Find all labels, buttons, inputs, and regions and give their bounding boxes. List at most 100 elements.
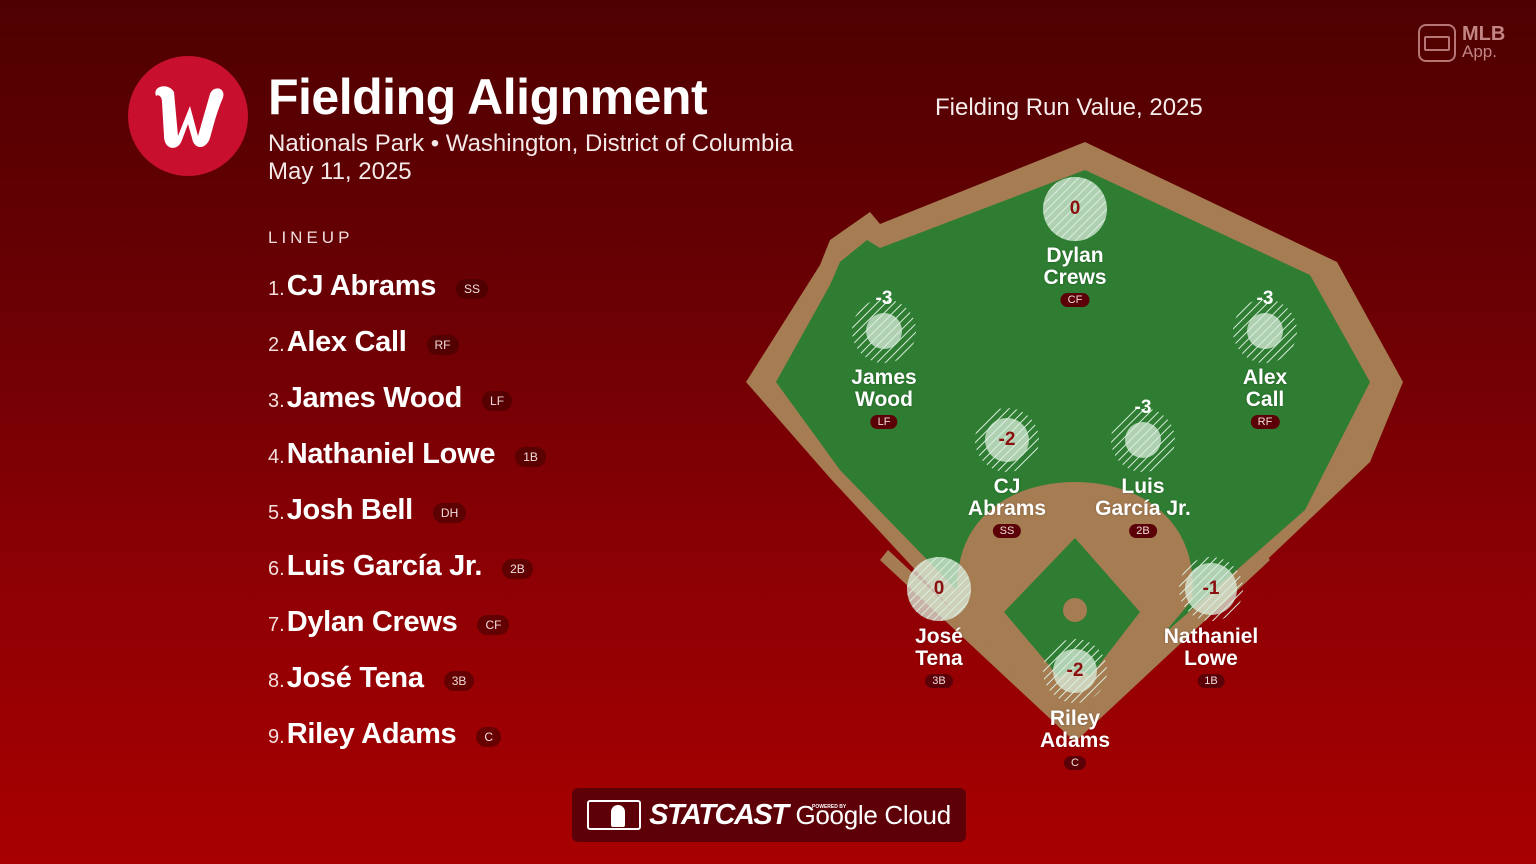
fielder-name-line1: James [851,366,917,389]
position-badge: 3B [443,671,475,691]
run-value-ss: -2 [998,429,1016,450]
lineup-item: 1. CJ Abrams SS [268,258,546,314]
player-name: Riley Adams [286,717,457,750]
lineup-item: 4. Nathaniel Lowe 1B [268,426,546,482]
run-value-3b: 0 [933,578,945,599]
lineup-item: 7. Dylan Crews CF [268,594,546,650]
lineup-item: 5. Josh Bell DH [268,482,546,538]
lineup-item: 3. James Wood LF [268,370,546,426]
fielder-2b: Luis García Jr. 2B [1095,476,1191,538]
fielder-position-tag: 3B [925,674,953,688]
batting-order: 1. [268,277,285,300]
game-info: Nationals Park • Washington, District of… [268,130,793,186]
run-value-c: -2 [1066,660,1084,681]
run-value-rf: -3 [1256,288,1274,309]
fielder-name-line1: José [915,625,963,648]
range-core-2b [1125,422,1161,458]
badge-line2: App. [1462,42,1497,61]
lineup-item: 8. José Tena 3B [268,650,546,706]
player-name: Nathaniel Lowe [286,437,496,470]
fielder-position-tag: 2B [1129,524,1157,538]
mlb-batter-logo-icon [587,800,642,830]
venue-line: Nationals Park • Washington, District of… [268,130,794,157]
player-name: José Tena [286,661,424,694]
mlb-logo-icon [1418,24,1456,62]
fielder-name-line2: Tena [915,647,963,670]
fielder-name-line2: Adams [1039,729,1111,752]
page-title: Fielding Alignment [268,69,708,125]
fielder-name-line2: Lowe [1184,647,1238,670]
batting-order: 3. [268,389,285,412]
batting-order: 9. [268,725,285,748]
nationals-w-icon [155,86,224,148]
range-core-c [1053,649,1097,693]
position-badge: DH [432,503,467,523]
fielder-rf: Alex Call RF [1243,367,1287,429]
position-badge: CF [477,615,510,635]
fielder-position-tag: SS [992,524,1022,538]
fielder-position-tag: C [1064,756,1086,770]
position-badge: RF [426,335,459,355]
fielder-name-line2: Wood [855,388,913,411]
team-logo [128,56,248,176]
lineup-item: 2. Alex Call RF [268,314,546,370]
run-value-lf: -3 [875,288,893,309]
fielder-name-line2: Crews [1043,266,1107,289]
fielder-position-tag: CF [1060,293,1090,307]
fielder-name-line1: Nathaniel [1163,625,1259,648]
fielder-name-line2: Abrams [967,497,1047,520]
player-name: Josh Bell [286,493,414,526]
fielder-1b: Nathaniel Lowe 1B [1163,625,1259,688]
batting-order: 2. [268,333,285,356]
batting-order: 7. [268,613,285,636]
position-badge: C [476,727,502,747]
field-chart-label: Fielding Run Value, 2025 [935,94,1203,121]
fielder-range-circles [852,177,1297,703]
lineup-item: 6. Luis García Jr. 2B [268,538,546,594]
fielder-name-line1: Dylan [1046,244,1104,267]
range-core-ss [985,418,1029,462]
fielder-name-line2: Call [1245,388,1285,411]
fielder-name-line1: CJ [993,475,1021,498]
position-badge: 1B [515,447,546,467]
batting-order: 6. [268,557,285,580]
fielder-name-line1: Alex [1242,366,1288,389]
run-value-1b: -1 [1202,578,1220,599]
batting-order: 4. [268,445,285,468]
fielder-position-tag: 1B [1197,674,1225,688]
google-cloud-wordmark: Google Cloud [795,799,951,830]
fielder-position-tag: RF [1250,415,1280,429]
powered-by-label: POWERED BY [812,804,847,810]
lineup-list: 1. CJ Abrams SS 2. Alex Call RF 3. James Wood… [268,258,546,762]
position-badge: SS [456,279,489,299]
badge-line1: MLB [1462,23,1506,45]
range-core-3b [907,557,971,621]
fielder-cf: Dylan Crews CF [1043,244,1107,307]
batting-order: 8. [268,669,285,692]
lineup-item: 9. Riley Adams C [268,706,546,762]
player-name: Alex Call [286,325,407,358]
position-badge: LF [482,391,513,411]
lineup-heading: LINEUP [268,228,354,247]
run-value-cf: 0 [1069,198,1081,219]
fielder-name-line1: Riley [1049,707,1101,730]
player-name: James Wood [286,381,463,414]
mlb-app-badge: MLB App. [1418,24,1505,62]
run-value-2b: -3 [1134,397,1152,418]
range-core-rf [1247,313,1283,349]
fielder-3b: José Tena 3B [915,626,963,688]
range-core-1b [1185,563,1237,615]
player-name: Luis García Jr. [286,549,483,582]
range-core-lf [866,313,902,349]
statcast-wordmark: STATCAST [649,798,789,831]
statcast-footer-badge: STATCAST Google Cloud [572,788,966,842]
game-date: May 11, 2025 [268,158,412,185]
position-badge: 2B [502,559,533,579]
fielder-c: Riley Adams C [1040,708,1110,770]
pitchers-mound [1063,598,1087,622]
fielder-name-line1: Luis [1121,475,1165,498]
player-name: Dylan Crews [286,605,458,638]
batting-order: 5. [268,501,285,524]
player-name: CJ Abrams [286,269,437,302]
